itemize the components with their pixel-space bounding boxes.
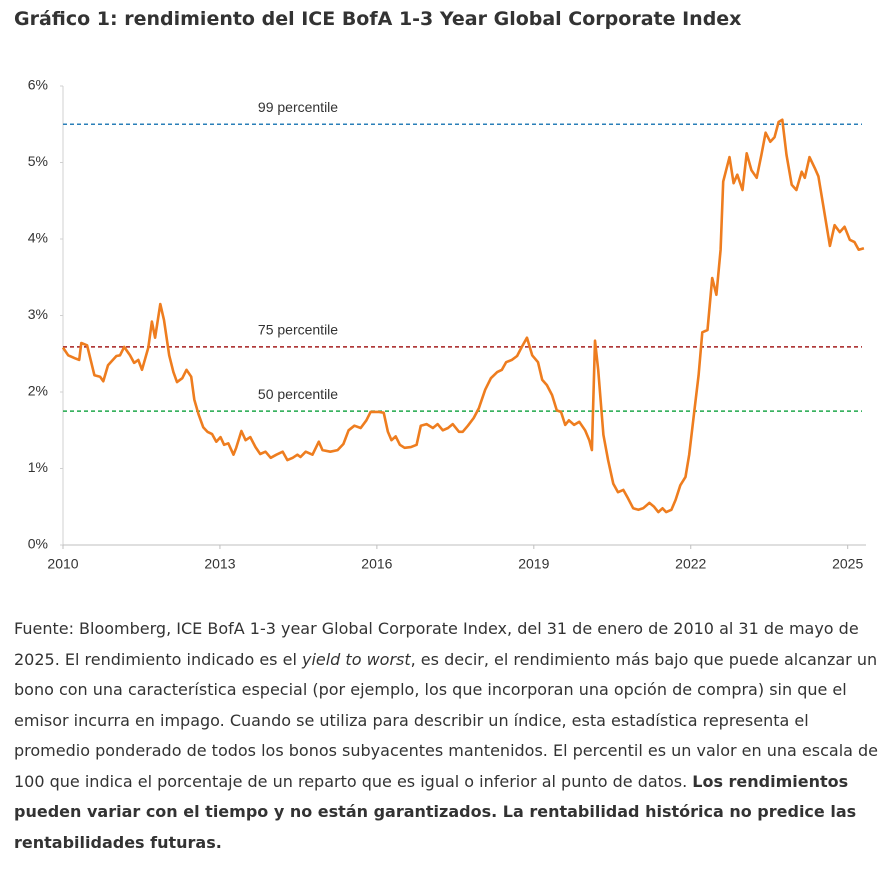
- chart-title: Gráfico 1: rendimiento del ICE BofA 1-3 …: [14, 8, 742, 30]
- reference-label: 75 percentile: [258, 322, 338, 338]
- chart: 0% 1% 2% 3% 4% 5% 6% 2010 2013 2016 2019 2022 2025 99…: [28, 77, 866, 572]
- caption-text: Fuente: Bloomberg, ICE BofA 1-3 year Glo…: [14, 619, 859, 669]
- caption-text: , es decir, el rendimiento más bajo que …: [14, 649, 879, 791]
- y-tick-label: 3%: [28, 306, 48, 322]
- x-tick-label: 2019: [518, 556, 549, 572]
- reference-label: 99 percentile: [258, 99, 338, 115]
- reference-label: 50 percentile: [258, 386, 338, 402]
- y-tick-label: 0%: [28, 536, 48, 552]
- y-tick-label: 4%: [28, 230, 48, 246]
- x-tick-label: 2016: [361, 556, 392, 572]
- x-tick-label: 2025: [832, 556, 863, 572]
- data-line: [61, 118, 865, 514]
- y-tick-label: 6%: [28, 77, 48, 93]
- y-tick-label: 5%: [28, 153, 48, 169]
- x-tick-label: 2010: [47, 556, 78, 572]
- x-tick-label: 2022: [675, 556, 706, 572]
- caption: Fuente: Bloomberg, ICE BofA 1-3 year Glo…: [14, 614, 880, 858]
- x-tick-label: 2013: [204, 556, 235, 572]
- y-tick-label: 1%: [28, 459, 48, 475]
- y-tick-label: 2%: [28, 383, 48, 399]
- caption-bold: Los rendimientos pueden variar con el ti…: [14, 771, 857, 852]
- caption-italic: yield to worst: [301, 649, 411, 669]
